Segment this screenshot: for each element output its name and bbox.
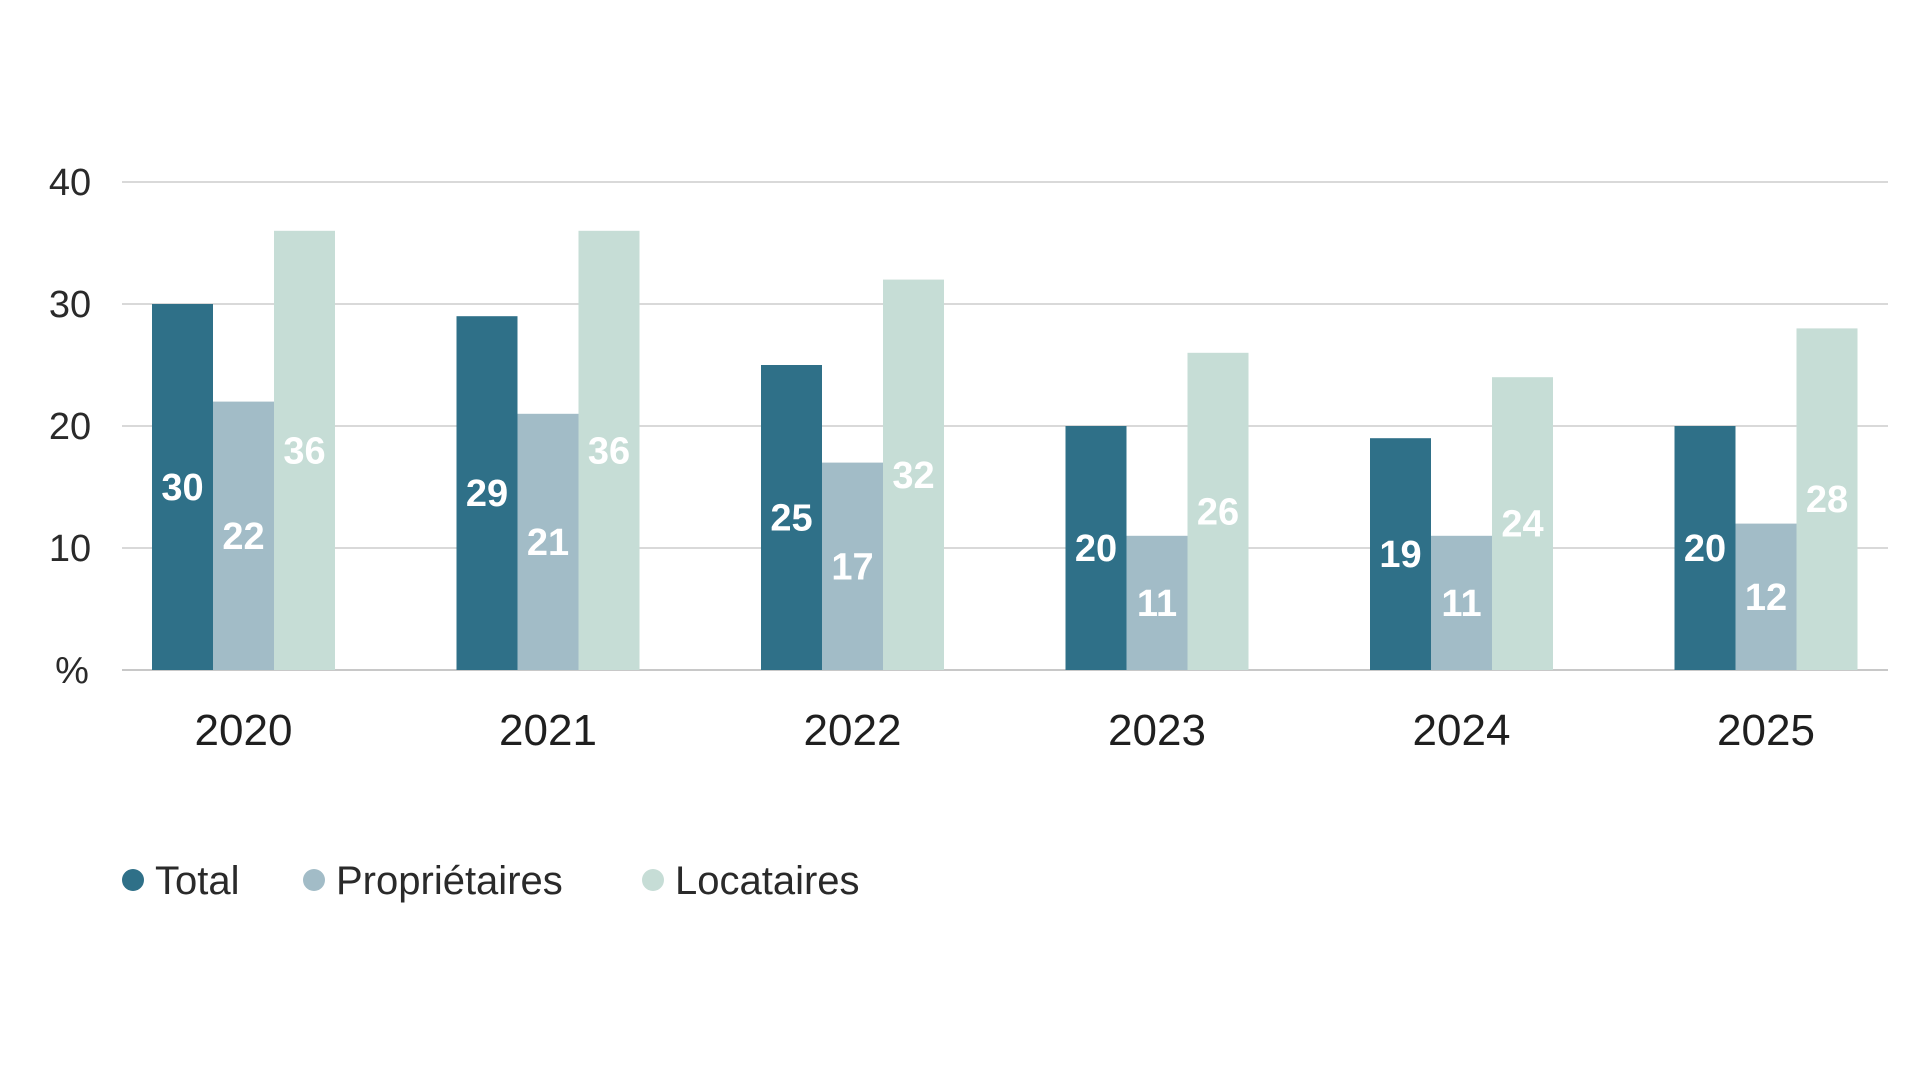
y-tick-label: 20 — [49, 406, 91, 448]
data-label: 26 — [1197, 491, 1239, 533]
data-label: 12 — [1745, 577, 1787, 619]
data-label: 28 — [1806, 479, 1848, 521]
legend-marker — [642, 869, 664, 891]
y-tick-label: 10 — [49, 528, 91, 570]
bars-layer — [152, 230, 1858, 671]
data-label: 30 — [161, 467, 203, 509]
x-tick-label: 2025 — [1717, 706, 1815, 755]
legend-marker — [303, 869, 325, 891]
bar-propri-taires-2022 — [822, 462, 883, 670]
y-axis-unit-label: % — [55, 650, 89, 692]
data-label: 11 — [1137, 583, 1177, 625]
x-tick-label: 2022 — [804, 706, 902, 755]
legend-label: Propriétaires — [336, 859, 563, 903]
bar-locataires-2022 — [883, 279, 944, 670]
data-label: 17 — [831, 546, 873, 588]
data-label: 36 — [588, 430, 630, 472]
x-tick-label: 2020 — [195, 706, 293, 755]
data-label: 25 — [770, 498, 812, 540]
grid-layer — [122, 181, 1888, 671]
bar-propri-taires-2021 — [517, 413, 579, 670]
data-label: 11 — [1441, 583, 1481, 625]
data-label: 32 — [892, 455, 934, 497]
x-tick-label: 2023 — [1108, 706, 1206, 755]
data-label: 20 — [1075, 528, 1117, 570]
bar-total-2020 — [152, 304, 213, 670]
legend: Total Propriétaires Locataires — [122, 859, 860, 903]
y-tick-label: 30 — [49, 284, 91, 326]
bar-locataires-2024 — [1492, 377, 1553, 670]
bar-propri-taires-2020 — [213, 401, 274, 670]
bar-locataires-2021 — [578, 230, 640, 671]
bar-locataires-2023 — [1187, 352, 1249, 670]
legend-label: Total — [155, 859, 240, 903]
bar-propri-taires-2023 — [1126, 535, 1188, 670]
y-tick-label: 40 — [49, 162, 91, 204]
bar-locataires-2025 — [1796, 328, 1858, 670]
bar-total-2022 — [761, 365, 822, 670]
data-label: 19 — [1379, 534, 1421, 576]
x-tick-label: 2024 — [1413, 706, 1511, 755]
bar-propri-taires-2025 — [1735, 523, 1797, 670]
bar-total-2025 — [1674, 426, 1736, 670]
bar-total-2021 — [456, 316, 518, 670]
data-label: 36 — [283, 430, 325, 472]
data-label: 29 — [466, 473, 508, 515]
data-label: 24 — [1501, 504, 1543, 546]
legend-label: Locataires — [675, 859, 860, 903]
bar-propri-taires-2024 — [1431, 535, 1492, 670]
data-label: 20 — [1684, 528, 1726, 570]
x-tick-label: 2021 — [499, 706, 597, 755]
data-label: 22 — [222, 516, 264, 558]
y-axis-ticks: 10 20 30 40 — [49, 162, 91, 570]
legend-marker — [122, 869, 144, 891]
data-labels-layer: 30 22 36 29 21 36 25 17 32 20 11 26 19 11 24 20 12 28 — [161, 430, 1848, 625]
bar-locataires-2020 — [274, 230, 335, 671]
bar-total-2023 — [1065, 426, 1127, 670]
x-axis-ticks: 2020 2021 2022 2023 2024 2025 — [195, 706, 1815, 755]
bar-total-2024 — [1370, 438, 1431, 670]
data-label: 21 — [527, 522, 569, 564]
